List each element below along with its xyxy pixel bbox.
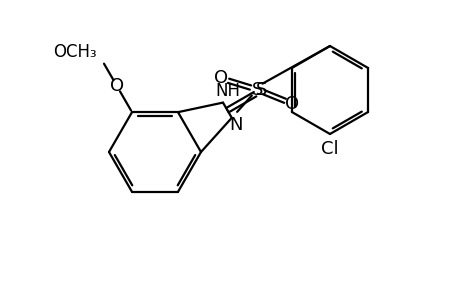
Text: S: S: [256, 81, 267, 99]
Text: O: O: [110, 77, 124, 95]
Text: O: O: [213, 70, 227, 88]
Text: NH: NH: [215, 82, 240, 100]
Text: OCH₃: OCH₃: [53, 43, 97, 61]
Text: O: O: [285, 95, 299, 113]
Text: N: N: [229, 116, 242, 134]
Text: S: S: [251, 81, 263, 99]
Text: Cl: Cl: [320, 140, 338, 158]
